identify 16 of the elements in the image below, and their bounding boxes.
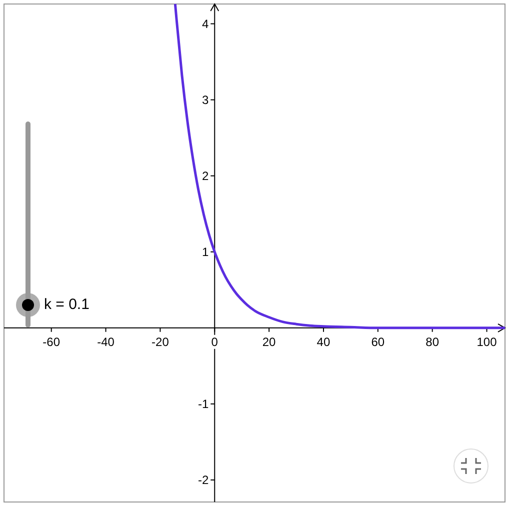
y-tick-label: 2 [202,168,209,183]
x-tick-label: -40 [97,334,115,349]
y-tick-label: -2 [198,472,209,487]
x-tick-label: 40 [316,334,330,349]
x-tick-label: 80 [426,334,440,349]
y-tick-label: -1 [198,396,209,411]
x-tick-label: -20 [152,334,170,349]
x-tick-label: 100 [476,334,498,349]
x-tick-label: 0 [211,334,218,349]
y-tick-label: 4 [202,16,209,31]
x-tick-label: 60 [371,334,385,349]
y-tick-label: 3 [202,92,209,107]
annotation: k = 0.1 [44,296,90,313]
x-tick-label: -60 [42,334,60,349]
y-tick-label: 1 [202,244,209,259]
x-tick-label: 20 [262,334,276,349]
